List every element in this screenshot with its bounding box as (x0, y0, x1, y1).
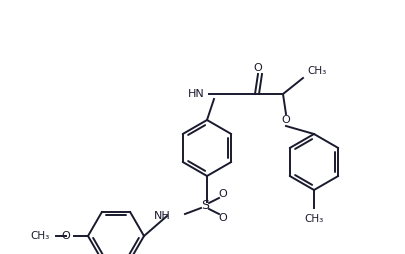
Text: CH₃: CH₃ (31, 231, 50, 241)
Text: O: O (61, 231, 70, 241)
Text: CH₃: CH₃ (304, 214, 323, 224)
Text: CH₃: CH₃ (306, 66, 326, 76)
Text: O: O (253, 63, 262, 73)
Text: NH: NH (154, 211, 171, 221)
Text: O: O (218, 189, 227, 199)
Text: HN: HN (188, 89, 205, 99)
Text: O: O (218, 213, 227, 223)
Text: O: O (281, 115, 290, 125)
Text: S: S (200, 199, 209, 213)
